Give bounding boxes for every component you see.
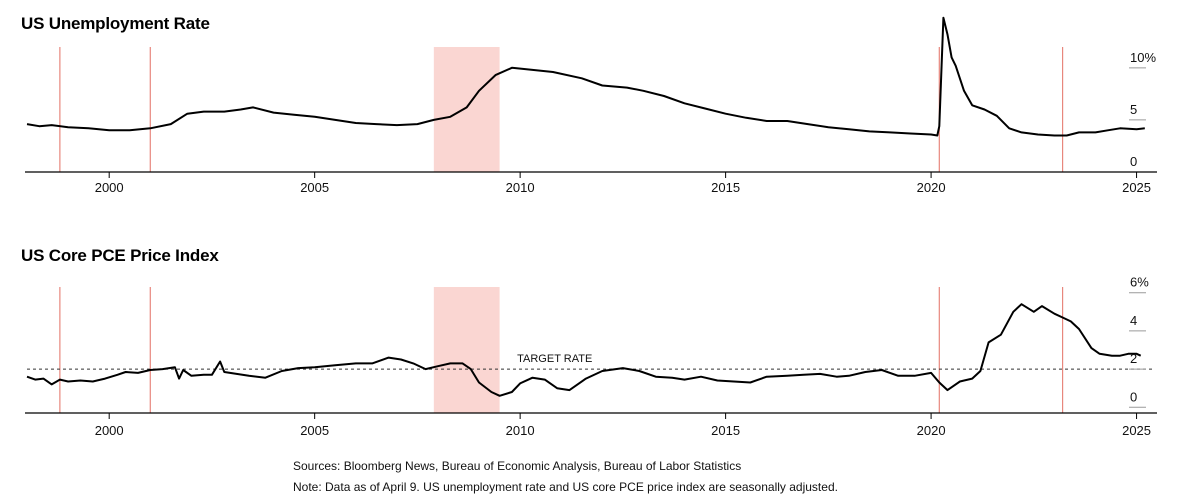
unemployment-x-tick-label-2020: 2020 [917,180,946,195]
unemployment-shaded-period [433,47,500,172]
unemployment-x-tick-label-2025: 2025 [1122,180,1151,195]
unemployment-y-tick-label-10: 10% [1130,50,1156,65]
core-pce-x-tick-label-2020: 2020 [917,423,946,438]
core-pce-x-tick-label-2005: 2005 [300,423,329,438]
note-footnote: Note: Data as of April 9. US unemploymen… [293,480,838,494]
core-pce-chart: TARGET RATE 2000 2005 2010 2015 2020 2025 0 2 4 6% [25,275,1157,438]
core-pce-x-tick-label-2015: 2015 [711,423,740,438]
core-pce-y-tick-label-0: 0 [1130,389,1137,404]
core-pce-x-tick-label-2010: 2010 [506,423,535,438]
unemployment-chart: 2000 2005 2010 2015 2020 2025 0 5 10% [25,16,1157,195]
unemployment-y-tick-label-5: 5 [1130,102,1137,117]
unemployment-x-tick-label-2015: 2015 [711,180,740,195]
core-pce-x-tick-label-2025: 2025 [1122,423,1151,438]
unemployment-series-line [26,16,1145,137]
unemployment-chart-title: US Unemployment Rate [21,14,210,33]
sources-footnote: Sources: Bloomberg News, Bureau of Econo… [293,459,742,473]
target-rate-label: TARGET RATE [517,353,592,365]
core-pce-shaded-period [433,287,500,413]
core-pce-chart-title: US Core PCE Price Index [21,246,219,265]
unemployment-x-tick-label-2000: 2000 [95,180,124,195]
unemployment-x-tick-label-2005: 2005 [300,180,329,195]
unemployment-x-tick-label-2010: 2010 [506,180,535,195]
core-pce-y-tick-label-6: 6% [1130,275,1149,290]
core-pce-y-tick-label-2: 2 [1130,351,1137,366]
core-pce-y-tick-label-4: 4 [1130,313,1137,328]
core-pce-series-line [26,303,1142,397]
core-pce-x-tick-label-2000: 2000 [95,423,124,438]
unemployment-y-tick-label-0: 0 [1130,154,1137,169]
